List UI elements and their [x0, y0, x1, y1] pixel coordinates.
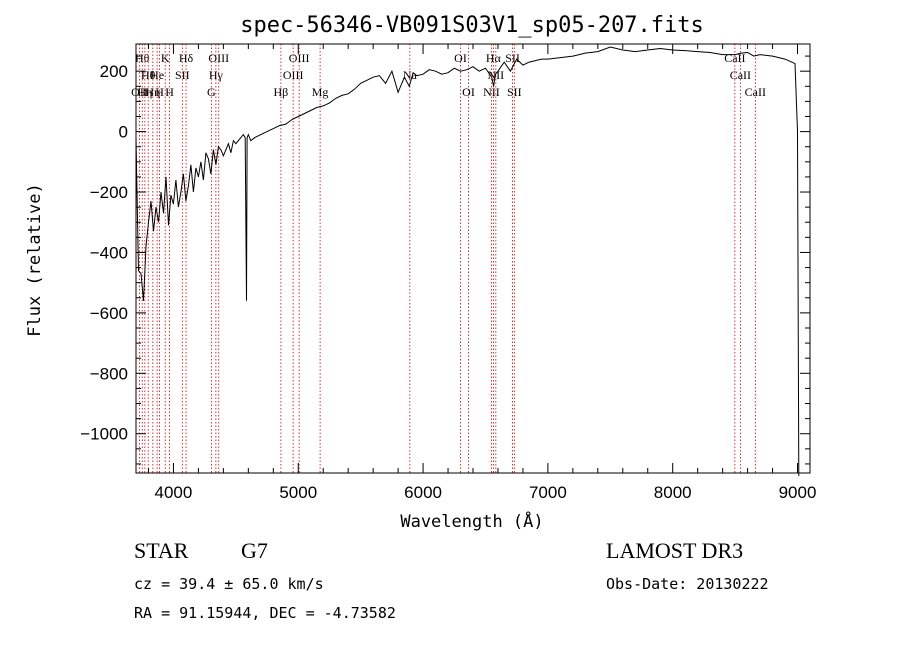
y-tick-label: −600	[90, 304, 128, 323]
object-subclass: G7	[241, 538, 268, 563]
line-marker-label: G	[207, 85, 216, 99]
x-tick-label: 5000	[279, 483, 317, 502]
y-tick-label: −800	[90, 364, 128, 383]
line-marker-label: OIII	[289, 51, 310, 65]
coordinates-label: RA = 91.15944, DEC = -4.73582	[134, 604, 396, 622]
chart-title: spec-56346-VB091S03V1_sp05-207.fits	[240, 13, 704, 38]
x-tick-label: 7000	[529, 483, 567, 502]
y-axis-label: Flux (relative)	[25, 183, 45, 337]
line-marker-label: SII	[505, 51, 520, 65]
line-marker-label: Hα	[486, 51, 502, 65]
axes: 4000 5000 6000 7000 8000 9000 −1000 −800 −600 −40…	[80, 43, 817, 502]
plot-frame	[135, 43, 811, 474]
line-marker-label: CaII	[730, 68, 751, 82]
y-tick-label: −400	[90, 243, 128, 262]
line-marker-label: OI	[462, 85, 475, 99]
redshift-label: cz = 39.4 ± 65.0 km/s	[134, 575, 324, 593]
object-class: STAR	[134, 538, 189, 563]
line-marker-label: K	[161, 51, 170, 65]
line-marker-label: He	[150, 68, 164, 82]
line-marker-label: SII	[175, 68, 190, 82]
line-marker-label: Hδ	[179, 51, 194, 65]
line-marker-label: OII	[131, 85, 148, 99]
y-tick-label: 200	[100, 62, 128, 81]
spectrum-layer	[135, 46, 800, 477]
line-marker-label: H	[155, 85, 164, 99]
y-tick-label: −1000	[80, 425, 128, 444]
survey-label: LAMOST DR3	[606, 538, 744, 563]
spectrum-line	[135, 46, 800, 477]
line-marker-label: H	[165, 85, 174, 99]
line-marker-label: Hη	[137, 85, 152, 99]
x-tick-label: 8000	[654, 483, 692, 502]
x-tick-label: 4000	[155, 483, 193, 502]
x-tick-label: 6000	[404, 483, 442, 502]
line-marker-label: CaII	[745, 85, 766, 99]
x-tick-label: 9000	[779, 483, 817, 502]
line-marker-label: OI	[454, 51, 467, 65]
line-marker-label: NII	[483, 85, 500, 99]
line-marker-label: Hη	[145, 85, 160, 99]
line-marker-label: SII	[507, 85, 522, 99]
x-axis-label: Wavelength (Å)	[400, 510, 543, 532]
line-marker-label: Hβ	[274, 85, 289, 99]
line-marker-label: OIII	[208, 51, 229, 65]
line-marker-label: Mg	[312, 85, 329, 99]
line-markers: OIIHθHηHθHηHeHKHSIIHδGHγOIIIHβOIIIOIIIMg…	[131, 44, 766, 473]
obs-date-label: Obs-Date: 20130222	[606, 575, 769, 593]
line-marker-label: Na	[403, 68, 418, 82]
y-tick-label: −200	[90, 183, 128, 202]
line-marker-label: Hγ	[209, 68, 224, 82]
line-marker-label: OIII	[283, 68, 304, 82]
line-marker-label: Hθ	[135, 51, 150, 65]
y-tick-label: 0	[119, 123, 128, 142]
